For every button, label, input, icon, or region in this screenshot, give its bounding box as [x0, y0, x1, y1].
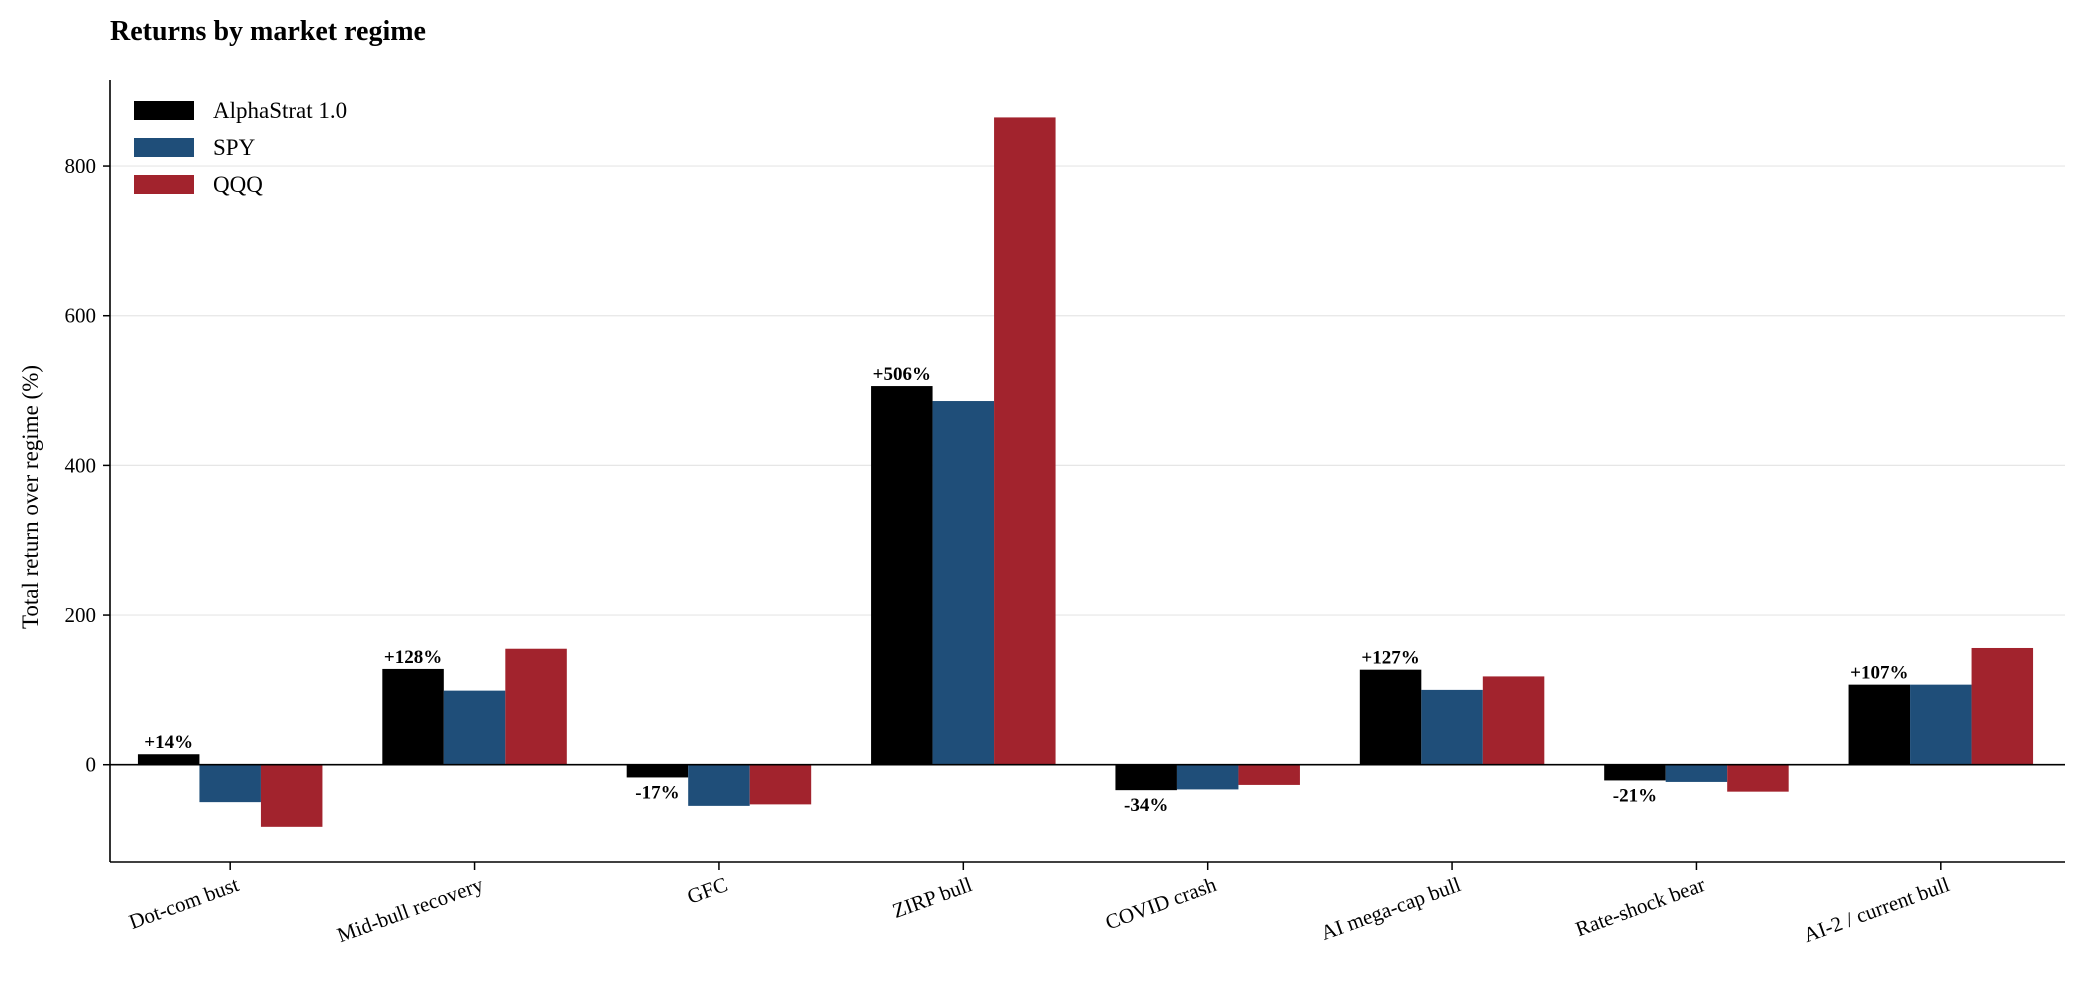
y-tick-label: 200: [65, 603, 97, 627]
chart-title: Returns by market regime: [110, 16, 426, 47]
bar: [626, 764, 689, 778]
data-label: -21%: [1613, 785, 1657, 806]
x-ticks: Dot-com bust Mid-bull recovery GFC ZIRP bul…: [126, 862, 1953, 947]
legend-swatch: [134, 101, 194, 120]
y-axis-label: Total return over regime (%): [18, 365, 43, 629]
data-label: -17%: [635, 782, 679, 803]
bar: [1238, 764, 1300, 785]
data-label: -34%: [1124, 795, 1168, 816]
x-tick-label: Dot-com bust: [126, 872, 242, 934]
legend-label: SPY: [213, 135, 256, 160]
y-tick-label: 400: [65, 453, 97, 477]
bar: [137, 754, 200, 765]
data-label: +107%: [1850, 663, 1908, 684]
bar: [994, 117, 1056, 765]
bar: [1848, 684, 1911, 765]
bar: [199, 764, 261, 803]
y-ticks: 0 200 400 600 800: [65, 154, 110, 777]
bars: [137, 117, 2034, 827]
bar: [749, 764, 812, 805]
bar: [1727, 764, 1789, 792]
bar: [1971, 647, 2034, 765]
legend-label: QQQ: [213, 172, 263, 197]
bar: [382, 668, 444, 765]
bar: [260, 764, 323, 827]
x-tick-label: AI-2 / current bull: [1800, 872, 1952, 947]
bar: [1665, 764, 1728, 782]
data-labels: +14% +128% -17% +506% -34% +127% -21% +107%: [144, 364, 1908, 816]
x-tick-label: AI mega-cap bull: [1317, 872, 1463, 945]
bar: [932, 401, 995, 765]
x-tick-label: COVID crash: [1102, 872, 1220, 934]
data-label: +506%: [873, 364, 931, 385]
x-tick-label: GFC: [684, 872, 731, 909]
bar: [1910, 684, 1972, 765]
bar: [505, 648, 567, 765]
bar: [1604, 764, 1666, 781]
x-tick-label: Rate-shock bear: [1572, 872, 1708, 941]
data-label: +14%: [144, 732, 193, 753]
bar: [1421, 689, 1483, 765]
bar: [688, 764, 750, 806]
bar: [1482, 676, 1545, 765]
legend-label: AlphaStrat 1.0: [213, 98, 347, 123]
legend-swatch: [134, 138, 194, 157]
legend-swatch: [134, 175, 194, 194]
bar: [1359, 669, 1422, 765]
bar: [1115, 764, 1177, 791]
bar: [1176, 764, 1239, 790]
x-tick-label: ZIRP bull: [889, 872, 975, 923]
gridlines: [110, 165, 2065, 616]
x-tick-label: Mid-bull recovery: [334, 872, 487, 947]
y-tick-label: 0: [86, 753, 97, 777]
data-label: +128%: [384, 647, 442, 668]
y-tick-label: 800: [65, 154, 97, 178]
bar: [871, 386, 933, 765]
axes: [109, 80, 2065, 863]
data-label: +127%: [1361, 648, 1419, 669]
legend: AlphaStrat 1.0 SPY QQQ: [134, 98, 347, 197]
bar: [443, 690, 506, 765]
y-tick-label: 600: [65, 304, 97, 328]
